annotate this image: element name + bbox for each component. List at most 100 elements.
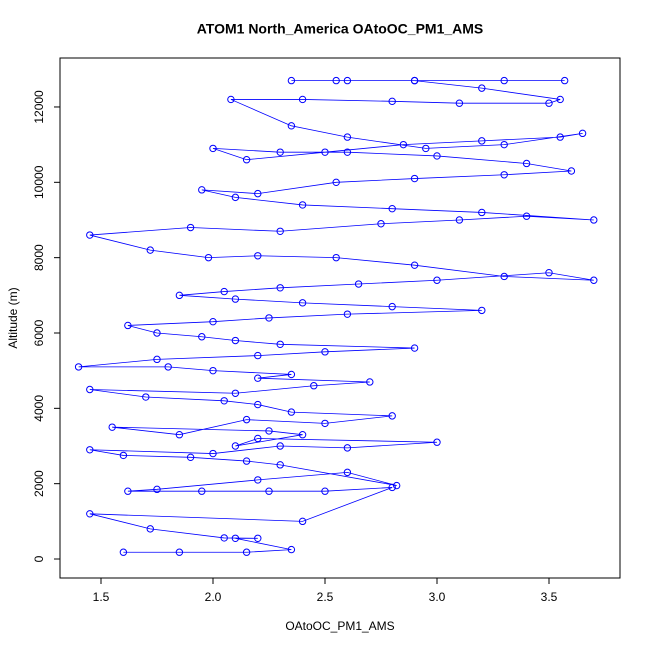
y-tick-label: 8000 [32, 244, 46, 271]
data-point [388, 302, 396, 311]
data-point [276, 461, 284, 469]
data-point [287, 370, 296, 379]
data-point [567, 167, 576, 175]
data-point [146, 246, 154, 254]
data-point [175, 431, 184, 439]
data-point [153, 485, 161, 494]
data-point [242, 457, 251, 465]
x-tick-label: 2.5 [317, 590, 334, 604]
data-point [354, 280, 363, 288]
y-tick-label: 6000 [32, 319, 46, 346]
data-point [265, 487, 273, 495]
data-point [332, 76, 340, 85]
data-point [175, 548, 184, 556]
x-axis-label: OAtoOC_PM1_AMS [285, 619, 394, 633]
data-point [343, 133, 352, 141]
data-point [298, 95, 307, 104]
data-point [590, 216, 598, 224]
data-point [366, 378, 374, 386]
data-point [478, 84, 486, 92]
data-point [433, 438, 441, 446]
data-point [287, 545, 296, 554]
data-point [254, 189, 262, 198]
data-point [86, 446, 94, 454]
x-tick-label: 2.0 [205, 590, 222, 604]
data-point [254, 374, 262, 382]
data-point [254, 534, 262, 542]
data-point [590, 276, 598, 284]
data-point [321, 148, 329, 156]
data-point [220, 534, 228, 542]
data-point [231, 193, 240, 202]
data-point [287, 76, 296, 85]
y-axis-label: Altitude (m) [6, 287, 20, 348]
data-point [153, 329, 161, 337]
data-point [231, 336, 240, 345]
data-point [86, 385, 94, 394]
data-point [388, 483, 396, 492]
data-point [343, 148, 352, 156]
data-point [254, 351, 262, 360]
data-point [108, 423, 116, 431]
data-point [220, 397, 228, 405]
data-point [231, 442, 240, 450]
data-point [332, 178, 340, 187]
data-point [276, 148, 284, 156]
data-point [388, 97, 396, 106]
data-point [392, 481, 401, 490]
data-point [227, 95, 235, 104]
data-point [276, 442, 284, 450]
data-point [500, 76, 508, 85]
data-point [276, 227, 284, 235]
data-point [209, 317, 217, 326]
data-point [231, 295, 240, 303]
data-point [198, 333, 206, 341]
plot-frame [59, 57, 621, 579]
data-point [86, 510, 94, 518]
data-point [410, 76, 419, 85]
data-point [556, 95, 564, 104]
data-point [522, 212, 531, 220]
data-point [204, 253, 213, 262]
data-point [478, 306, 486, 315]
data-point [560, 76, 569, 85]
data-point [500, 272, 508, 281]
data-point [298, 431, 307, 439]
data-point [86, 231, 94, 239]
data-point [388, 204, 396, 213]
data-point [242, 156, 251, 164]
data-point [231, 389, 240, 397]
data-point [209, 144, 217, 153]
data-point [343, 444, 352, 452]
data-point [242, 415, 251, 424]
data-point [422, 144, 430, 153]
data-point [298, 201, 307, 209]
data-point [198, 186, 206, 194]
data-point [545, 269, 553, 277]
data-point [119, 548, 128, 556]
data-point [410, 344, 419, 352]
x-tick-label: 1.5 [93, 590, 110, 604]
data-point [478, 208, 486, 217]
data-point [410, 261, 419, 269]
data-point [276, 340, 284, 348]
data-point [578, 129, 587, 138]
y-tick-label: 0 [32, 555, 46, 562]
data-point [242, 548, 251, 556]
data-point [433, 276, 441, 284]
data-point [209, 449, 217, 458]
data-point [119, 451, 128, 460]
data-point [265, 314, 273, 322]
data-point [343, 76, 352, 85]
data-point [500, 171, 508, 179]
data-point [455, 216, 464, 224]
data-point [287, 408, 296, 416]
data-point [388, 412, 396, 420]
chart-title: ATOM1 North_America OAtoOC_PM1_AMS [197, 21, 484, 37]
data-point [220, 287, 228, 296]
data-point [142, 393, 150, 401]
x-tick-label: 3.0 [429, 590, 446, 604]
data-point [231, 534, 240, 542]
